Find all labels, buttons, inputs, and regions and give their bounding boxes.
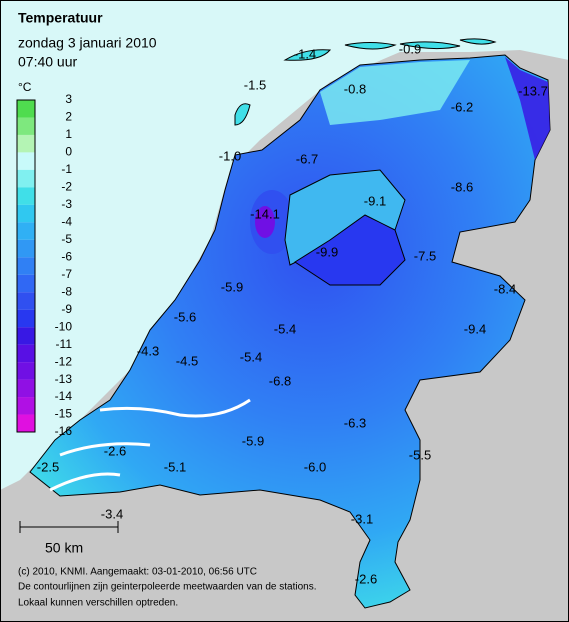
east-cold-zone <box>505 57 550 160</box>
station-value: -6.8 <box>269 373 291 388</box>
station-value: -6.3 <box>344 415 366 430</box>
legend-label: 3 <box>65 92 72 106</box>
station-value: -5.9 <box>242 433 264 448</box>
station-value: -6.0 <box>304 459 326 474</box>
station-value: -4.3 <box>137 343 159 358</box>
legend-label: -10 <box>55 319 73 333</box>
station-value: -9.1 <box>364 193 386 208</box>
legend-swatch <box>17 117 35 135</box>
legend-label: -16 <box>55 424 73 438</box>
date: zondag 3 januari 2010 <box>18 35 157 51</box>
north-cold-zone <box>320 60 470 125</box>
legend-swatch <box>17 327 35 345</box>
cold-core <box>255 206 275 238</box>
legend-swatch <box>17 100 35 118</box>
time: 07:40 uur <box>18 54 77 70</box>
legend-label: -8 <box>61 284 72 298</box>
station-value: -5.1 <box>164 459 186 474</box>
legend-swatch <box>17 292 35 310</box>
legend-swatch <box>17 152 35 170</box>
station-value: -1.0 <box>219 148 241 163</box>
legend-swatch <box>17 187 35 205</box>
station-value: -14.1 <box>250 206 280 221</box>
legend-swatch <box>17 169 35 188</box>
flevoland <box>294 214 406 286</box>
station-value: -1.4 <box>294 46 316 61</box>
station-value: -3.4 <box>101 506 123 521</box>
delta-waters <box>49 398 251 492</box>
legend-label: -14 <box>55 389 73 403</box>
legend-swatch <box>17 257 35 275</box>
station-value: -5.4 <box>274 321 296 336</box>
footer-line: (c) 2010, KNMI. Aangemaakt: 03-01-2010, … <box>18 567 257 578</box>
sea <box>0 0 569 490</box>
legend-label: 0 <box>65 145 72 159</box>
legend-label: -3 <box>61 197 72 211</box>
legend-label: 1 <box>65 127 72 141</box>
station-value: -4.5 <box>176 353 198 368</box>
legend-label: -7 <box>61 267 72 281</box>
station-value: -1.5 <box>244 77 266 92</box>
legend-swatch <box>17 134 35 153</box>
station-value: -8.6 <box>451 179 473 194</box>
station-value: -3.1 <box>351 511 373 526</box>
station-value: -6.2 <box>451 99 473 114</box>
station-value: -2.6 <box>355 571 377 586</box>
legend-label: -13 <box>55 372 73 386</box>
legend-label: -6 <box>61 249 72 263</box>
station-value: -6.7 <box>296 151 318 166</box>
legend-label: -12 <box>55 354 73 368</box>
station-value: -2.5 <box>37 459 59 474</box>
station-value: -13.7 <box>518 83 548 98</box>
legend-frame <box>16 99 36 433</box>
station-value: -2.6 <box>104 443 126 458</box>
wadden-islands <box>234 38 497 126</box>
footer-line: De contourlijnen zijn geinterpoleerde me… <box>18 582 317 593</box>
legend-label: -9 <box>61 302 72 316</box>
netherlands <box>29 54 551 609</box>
legend-swatch <box>17 379 35 398</box>
legend-label: -5 <box>61 232 72 246</box>
legend-swatch <box>17 274 35 293</box>
station-value: -0.9 <box>399 41 421 56</box>
station-value: -0.8 <box>344 81 366 96</box>
legend-swatch <box>17 222 35 240</box>
station-value: -9.9 <box>316 244 338 259</box>
station-value: -5.6 <box>174 309 196 324</box>
legend-label: 2 <box>65 110 72 124</box>
legend-label: -2 <box>61 180 72 194</box>
legend-swatch <box>17 239 35 258</box>
legend-swatch <box>17 397 35 415</box>
legend-swatch <box>17 344 35 363</box>
legend-label: -1 <box>61 162 72 176</box>
legend-label: -15 <box>55 407 73 421</box>
station-value: -5.9 <box>221 279 243 294</box>
legend-swatch <box>17 414 35 432</box>
legend-swatch <box>17 309 35 328</box>
legend-unit: °C <box>18 80 32 94</box>
title: Temperatuur <box>18 10 103 26</box>
station-value: -8.4 <box>494 281 516 296</box>
station-value: -5.4 <box>240 349 262 364</box>
scale-label: 50 km <box>45 540 83 556</box>
legend-label: -4 <box>61 214 72 228</box>
legend-label: -11 <box>56 337 73 351</box>
footer-line: Lokaal kunnen verschillen optreden. <box>18 598 178 609</box>
station-value: -9.4 <box>464 321 486 336</box>
station-value: -7.5 <box>414 248 436 263</box>
legend-swatch <box>17 362 35 380</box>
station-value: -5.5 <box>409 447 431 462</box>
legend-swatch <box>17 204 35 223</box>
